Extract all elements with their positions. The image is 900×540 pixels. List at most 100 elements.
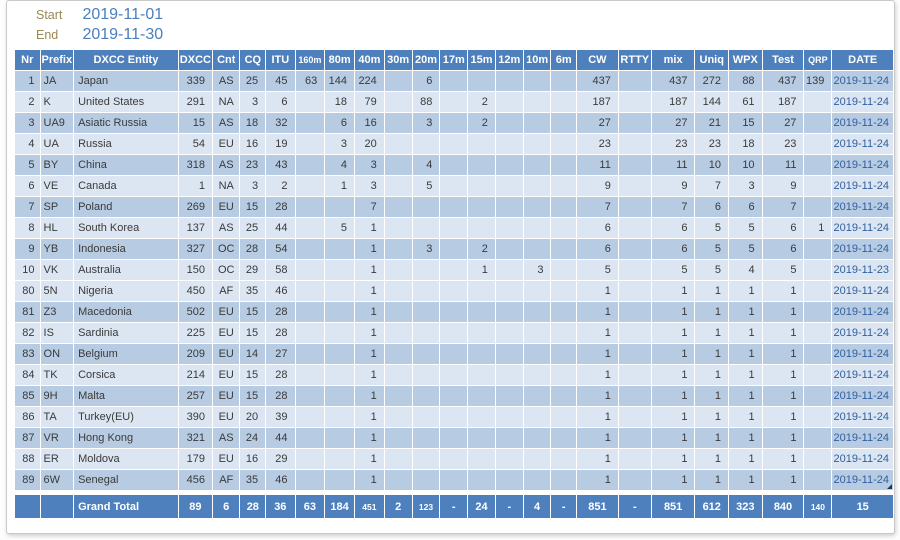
end-label: End [36,28,59,42]
cell-b15 [468,134,495,154]
cell-prefix: VE [40,176,74,196]
table-row: 9 YB Indonesia 327 OC 28 54 1 3 2 6 6 5 5 6 2019-11-24 [15,239,893,259]
cell-itu: 28 [266,386,295,406]
cell-b6 [551,470,576,490]
cell-rtty [618,281,651,301]
cell-b15 [468,281,495,301]
cell-b30 [384,218,412,238]
cell-b20 [412,407,440,427]
cell-rtty [618,449,651,469]
cell-b6 [551,134,576,154]
cell-b160 [295,92,325,112]
cell-uniq: 1 [695,365,728,385]
column-header-b10: 10m [523,50,551,70]
cell-b17 [440,260,468,280]
end-filter-row: End 2019-11-30 [36,25,894,45]
column-header-b15: 15m [468,50,495,70]
cell-b10 [523,92,551,112]
cell-b10 [523,197,551,217]
cell-mix: 1 [651,281,695,301]
column-header-itu: ITU [266,50,295,70]
cell-cq: 15 [240,323,266,343]
cell-nr: 6 [15,176,40,196]
cell-b20: 88 [412,92,440,112]
cell-test: 1 [762,386,804,406]
cell-b20: 5 [412,176,440,196]
cell-cq: 29 [240,260,266,280]
column-header-nr: Nr [15,50,40,70]
cell-b160 [295,302,325,322]
cell-test: 437 [762,71,804,91]
cell-mix: 1 [651,386,695,406]
cell-dxcc: 390 [178,407,212,427]
cell-b10 [523,302,551,322]
cell-uniq: 1 [695,407,728,427]
cell-b30 [384,281,412,301]
cell-b6 [551,92,576,112]
start-date-value[interactable]: 2019-11-01 [82,6,164,23]
cell-date: 2019-11-24 [832,134,893,154]
cell-b10: 3 [523,260,551,280]
end-date-value[interactable]: 2019-11-30 [82,26,164,43]
cell-b160 [295,176,325,196]
cell-nr: 87 [15,428,40,448]
grand-total-entity: Grand Total [74,495,178,518]
cell-b6 [551,260,576,280]
cell-rtty [618,71,651,91]
cell-cnt: EU [212,386,240,406]
cell-prefix: HL [40,218,74,238]
grand-total-b15: 24 [468,495,495,518]
cell-entity: United States [74,92,178,112]
cell-b80: 3 [325,134,354,154]
cell-b40: 1 [355,260,384,280]
cell-rtty [618,113,651,133]
cell-b20 [412,323,440,343]
cell-b40: 1 [355,428,384,448]
cell-rtty [618,155,651,175]
cell-b30 [384,449,412,469]
cell-b17 [440,428,468,448]
cell-itu: 45 [266,71,295,91]
cell-test: 1 [762,344,804,364]
grand-total-b10: 4 [523,495,551,518]
cell-test: 1 [762,302,804,322]
cell-cw: 23 [576,134,618,154]
cell-b10 [523,134,551,154]
cell-b80 [325,323,354,343]
cell-b30 [384,344,412,364]
grand-total-cw: 851 [576,495,618,518]
cell-b6 [551,365,576,385]
cell-b80 [325,386,354,406]
cell-mix: 1 [651,428,695,448]
cell-itu: 29 [266,449,295,469]
cell-entity: Russia [74,134,178,154]
cell-b160 [295,365,325,385]
cell-date: 2019-11-24 [832,428,893,448]
cell-test: 6 [762,239,804,259]
cell-uniq: 5 [695,260,728,280]
cell-cw: 1 [576,281,618,301]
cell-qrp [804,449,832,469]
cell-mix: 7 [651,197,695,217]
cell-b160 [295,386,325,406]
cell-b80: 18 [325,92,354,112]
cell-b15 [468,71,495,91]
cell-b40: 1 [355,281,384,301]
cell-uniq: 1 [695,386,728,406]
cell-b40: 224 [355,71,384,91]
cell-rtty [618,365,651,385]
grand-total-itu: 36 [266,495,295,518]
cell-uniq: 5 [695,218,728,238]
cell-cq: 25 [240,218,266,238]
cell-b20 [412,386,440,406]
cell-b17 [440,302,468,322]
cell-test: 1 [762,407,804,427]
cell-itu: 46 [266,470,295,490]
cell-b15 [468,407,495,427]
cell-test: 1 [762,428,804,448]
cell-b6 [551,302,576,322]
cell-mix: 1 [651,302,695,322]
cell-b20 [412,449,440,469]
cell-b40: 7 [355,197,384,217]
column-header-cw: CW [576,50,618,70]
